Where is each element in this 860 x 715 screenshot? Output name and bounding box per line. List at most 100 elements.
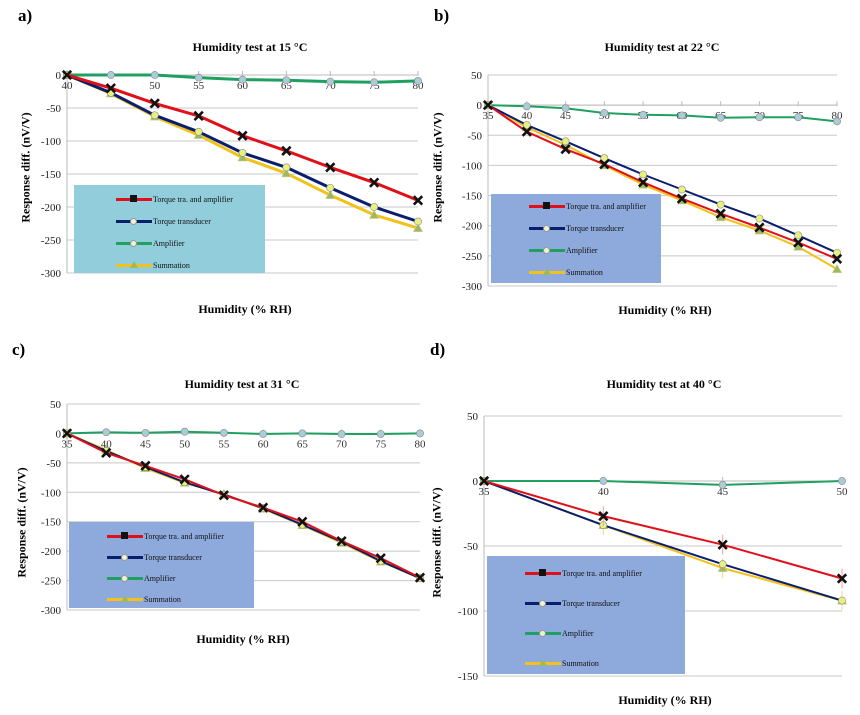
y-tick-label: 50 — [467, 411, 479, 423]
legend-marker-x-icon — [121, 532, 128, 539]
legend-label: Amplifier — [153, 238, 185, 248]
marker-x — [297, 516, 308, 527]
x-tick-label: 60 — [258, 438, 270, 450]
legend-marker-circle-icon — [539, 630, 546, 637]
x-tick-label: 55 — [218, 438, 230, 450]
legend-item: Torque transducer — [529, 223, 624, 233]
marker-x — [61, 428, 73, 439]
series-line — [483, 480, 843, 580]
legend-swatch — [525, 628, 561, 638]
marker-triangle — [412, 223, 424, 232]
x-tick-label: 40 — [62, 80, 74, 92]
y-tick-label: -250 — [462, 251, 483, 263]
y-tick-label: -150 — [41, 517, 62, 529]
marker-circle — [677, 185, 686, 194]
legend-swatch — [529, 201, 565, 211]
x-axis-label: Humidity (% RH) — [196, 632, 290, 646]
marker-x — [412, 195, 424, 206]
legend-marker-triangle-icon — [130, 261, 138, 268]
marker-x — [193, 110, 204, 122]
y-tick-label: -50 — [463, 541, 478, 553]
legend-swatch — [116, 260, 152, 270]
chart-title: Humidity test at 31 °C — [184, 377, 300, 391]
legend-label: Torque transducer — [153, 216, 211, 226]
legend-swatch — [529, 267, 565, 277]
legend-item: Torque tra. and amplifier — [525, 568, 642, 578]
legend-label: Torque transducer — [562, 598, 620, 608]
x-tick-label: 80 — [832, 110, 844, 122]
legend-marker-circle-icon — [130, 240, 137, 247]
marker-circle — [219, 428, 228, 437]
panel-label: d) — [430, 340, 446, 359]
marker-circle — [194, 73, 203, 82]
marker-circle — [561, 104, 570, 113]
marker-x — [754, 222, 765, 233]
legend-label: Torque tra. and amplifier — [153, 194, 233, 204]
marker-circle — [326, 183, 335, 192]
legend-label: Summation — [153, 260, 190, 270]
marker-circle — [522, 121, 531, 129]
legend-swatch — [107, 552, 143, 562]
marker-x — [414, 572, 426, 583]
marker-circle — [639, 170, 648, 179]
legend-item: Summation — [529, 267, 603, 277]
marker-x — [560, 144, 571, 155]
legend: Torque tra. and amplifier Torque transduc… — [74, 185, 265, 273]
y-tick-label: 0 — [473, 476, 479, 488]
marker-circle — [755, 214, 764, 223]
y-tick-label: 50 — [471, 70, 483, 82]
marker-x — [325, 162, 336, 173]
marker-x — [336, 536, 347, 547]
marker-circle — [794, 113, 803, 122]
legend-swatch — [116, 194, 152, 204]
y-tick-label: -50 — [467, 130, 482, 142]
marker-x — [369, 177, 380, 188]
series-line — [487, 104, 838, 123]
x-tick-label: 60 — [237, 80, 249, 92]
series-line — [487, 104, 838, 270]
marker-circle — [370, 203, 379, 211]
legend-item: Summation — [107, 594, 181, 604]
legend-marker-circle-icon — [121, 575, 128, 582]
legend-item: Summation — [525, 658, 599, 668]
legend-item: Torque tra. and amplifier — [529, 201, 646, 211]
legend-label: Torque tra. and amplifier — [566, 201, 646, 211]
x-tick-label: 80 — [413, 80, 425, 92]
legend-swatch — [525, 658, 561, 668]
marker-x — [676, 193, 688, 204]
y-tick-label: -150 — [41, 169, 62, 181]
y-tick-label: -250 — [41, 576, 62, 588]
marker-circle — [414, 217, 422, 226]
y-tick-label: -100 — [462, 160, 483, 172]
legend-marker-x-icon — [543, 202, 550, 209]
series-line — [484, 480, 843, 486]
marker-x — [179, 474, 190, 485]
legend-marker-x-icon — [539, 569, 546, 576]
x-tick-label: 35 — [62, 438, 74, 450]
marker-x — [257, 502, 269, 513]
marker-circle — [282, 76, 291, 85]
y-tick-label: -50 — [46, 103, 61, 115]
y-tick-label: -300 — [462, 281, 483, 293]
chart-title: Humidity test at 15 °C — [192, 40, 308, 54]
marker-circle — [718, 560, 727, 569]
x-tick-label: 35 — [483, 110, 495, 122]
x-tick-label: 65 — [297, 438, 309, 450]
legend-marker-triangle-icon — [539, 659, 547, 666]
legend: Torque tra. and amplifier Torque transduc… — [487, 556, 685, 674]
legend-label: Summation — [562, 658, 599, 668]
marker-triangle — [325, 190, 336, 199]
legend: Torque tra. and amplifier Torque transduc… — [69, 522, 254, 608]
panel-label: a) — [18, 6, 33, 25]
series-torque-tra-and-amplifier — [482, 100, 843, 264]
marker-x — [140, 460, 151, 471]
marker-circle — [414, 77, 422, 85]
legend-marker-x-icon — [130, 195, 137, 202]
marker-x — [478, 475, 490, 487]
marker-circle — [194, 127, 203, 136]
x-axis-label: Humidity (% RH) — [618, 693, 712, 707]
marker-x — [598, 510, 609, 522]
legend-item: Amplifier — [107, 573, 176, 583]
y-tick-label: -300 — [41, 268, 62, 280]
